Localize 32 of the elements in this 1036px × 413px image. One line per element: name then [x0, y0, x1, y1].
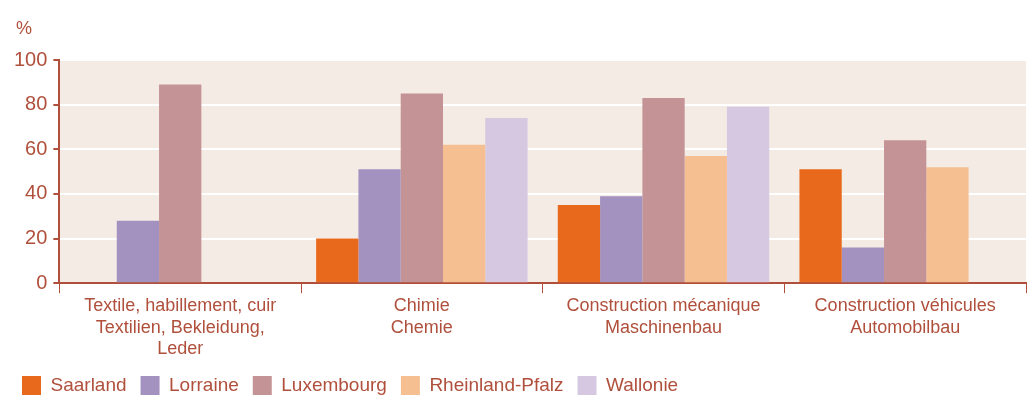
y-tick-label: 100 [13, 47, 48, 70]
y-tick-label: 60 [25, 136, 48, 159]
bar [400, 93, 443, 283]
bar [841, 247, 885, 283]
bar [799, 169, 842, 283]
x-tick-label: Chimie Chemie [390, 294, 453, 337]
bar [884, 140, 927, 283]
bar [684, 155, 727, 283]
bar [485, 118, 528, 283]
bar [116, 220, 160, 283]
bar [358, 169, 401, 283]
legend-label: Lorraine [169, 373, 239, 395]
y-tick-label: 80 [25, 92, 48, 115]
x-tick-label: Textile, habillement, cuir Textilien, Bekleidung, Leder [84, 294, 277, 359]
legend-label: Saarland [50, 373, 127, 395]
bar [642, 97, 685, 283]
bar [557, 205, 601, 283]
y-axis-title: % [16, 17, 33, 38]
x-tick-label: Construction véhicules Automobilbau [814, 294, 996, 337]
legend-label: Rheinland-Pfalz [429, 373, 564, 395]
legend-label: Wallonie [606, 373, 679, 395]
y-tick-label: 40 [25, 181, 48, 204]
bar [600, 196, 643, 283]
bar [726, 106, 770, 283]
y-tick-label: 0 [36, 270, 48, 293]
bar [443, 144, 486, 283]
bar [316, 238, 359, 283]
y-tick-label: 20 [25, 226, 48, 249]
bar [926, 167, 969, 283]
x-tick-label: Construction mécanique Maschinenbau [566, 294, 761, 337]
legend-label: Luxembourg [281, 373, 387, 395]
bar [159, 84, 202, 283]
